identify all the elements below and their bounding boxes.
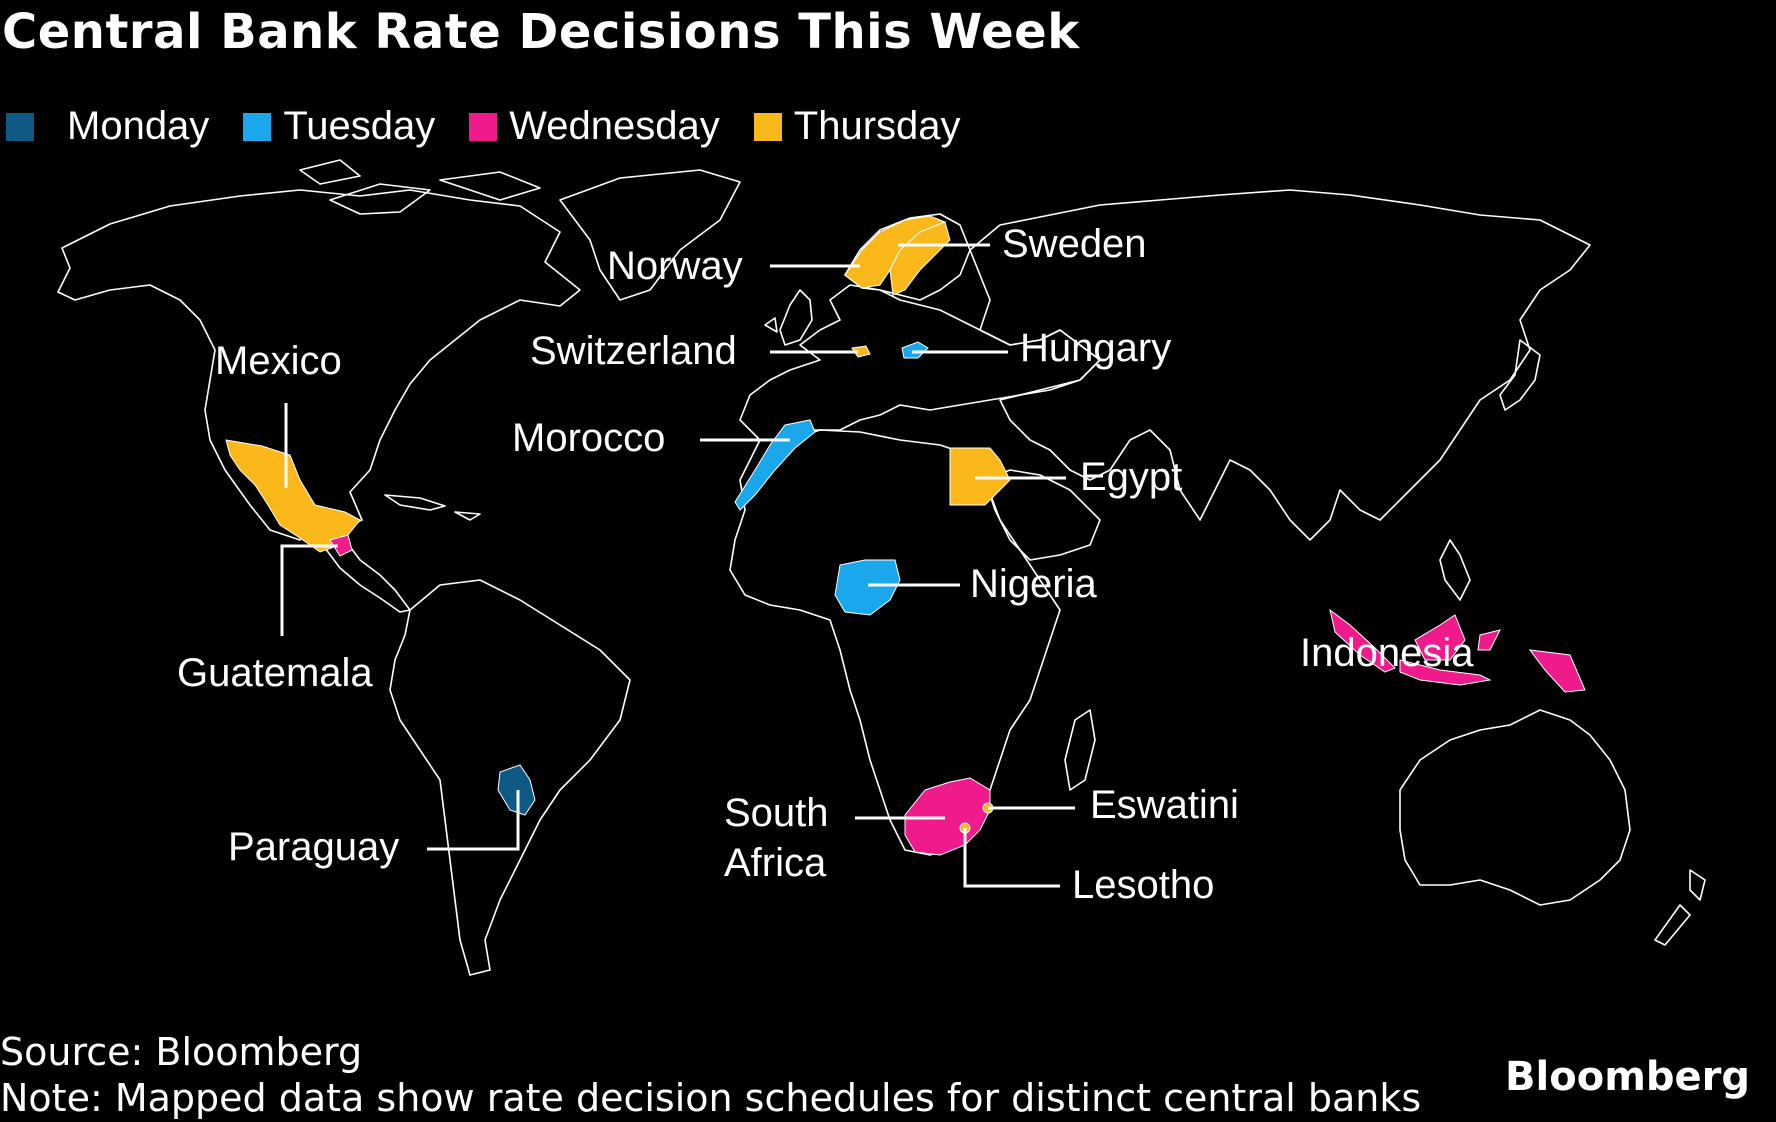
region-mexico bbox=[225, 439, 361, 553]
legend-item-wednesday: Wednesday bbox=[469, 104, 720, 149]
south-america-outline bbox=[389, 579, 631, 976]
bloomberg-logo: Bloomberg bbox=[1505, 1054, 1750, 1100]
label-egypt: Egypt bbox=[1080, 455, 1182, 499]
leader-paraguay bbox=[427, 790, 520, 851]
region-morocco bbox=[734, 419, 816, 511]
label-nigeria: Nigeria bbox=[970, 562, 1097, 606]
asia-outline bbox=[969, 189, 1591, 541]
region-switzerland bbox=[851, 345, 871, 358]
new-zealand-outline bbox=[1654, 869, 1706, 946]
central-america-outline bbox=[319, 514, 411, 613]
region-sweden bbox=[889, 221, 951, 296]
legend-label-monday: Monday bbox=[67, 104, 210, 148]
region-hungary bbox=[901, 341, 929, 359]
greenland-outline bbox=[559, 169, 741, 301]
label-switzerland: Switzerland bbox=[530, 329, 737, 373]
legend: Monday Tuesday Wednesday Thursday bbox=[6, 104, 995, 149]
legend-item-tuesday: Tuesday bbox=[243, 104, 435, 149]
footer-note: Note: Mapped data show rate decision sch… bbox=[0, 1076, 1422, 1120]
highlighted-countries bbox=[225, 215, 1586, 856]
label-hungary: Hungary bbox=[1020, 326, 1171, 370]
leader-lines bbox=[280, 243, 1075, 888]
label-morocco: Morocco bbox=[512, 416, 665, 460]
label-south-africa-line2: Africa bbox=[724, 841, 827, 885]
label-guatemala: Guatemala bbox=[177, 651, 373, 695]
philippines-outline bbox=[1439, 539, 1471, 601]
legend-item-thursday: Thursday bbox=[753, 104, 961, 149]
legend-label-wednesday: Wednesday bbox=[509, 104, 720, 148]
label-eswatini: Eswatini bbox=[1090, 783, 1239, 827]
north-america-outline bbox=[57, 189, 581, 541]
arctic-islands-outline bbox=[299, 159, 541, 215]
caribbean-outline bbox=[384, 494, 481, 521]
coastlines bbox=[57, 159, 1706, 976]
label-sweden: Sweden bbox=[1002, 222, 1147, 266]
label-indonesia: Indonesia bbox=[1300, 631, 1474, 675]
legend-swatch-thursday bbox=[753, 112, 782, 141]
region-south-africa bbox=[904, 777, 991, 856]
australia-outline bbox=[1399, 709, 1631, 906]
label-lesotho: Lesotho bbox=[1072, 863, 1214, 907]
label-paraguay: Paraguay bbox=[228, 825, 399, 869]
label-mexico: Mexico bbox=[215, 339, 342, 383]
region-guatemala bbox=[329, 534, 353, 557]
legend-item-monday: Monday bbox=[6, 104, 209, 149]
legend-swatch-monday bbox=[6, 112, 34, 141]
arabia-outline bbox=[984, 469, 1101, 561]
chart-title: Central Bank Rate Decisions This Week bbox=[2, 4, 1080, 60]
label-norway: Norway bbox=[607, 244, 743, 288]
leader-guatemala bbox=[280, 544, 338, 636]
legend-swatch-wednesday bbox=[469, 112, 498, 141]
madagascar-outline bbox=[1064, 709, 1096, 791]
label-south-africa-line1: South bbox=[724, 791, 829, 835]
leader-lesotho bbox=[963, 828, 1060, 888]
japan-outline bbox=[1499, 339, 1541, 411]
legend-label-tuesday: Tuesday bbox=[283, 104, 436, 148]
legend-label-thursday: Thursday bbox=[793, 104, 961, 148]
legend-swatch-tuesday bbox=[243, 112, 272, 141]
scandinavia-outline bbox=[844, 213, 971, 301]
uk-outline bbox=[764, 289, 813, 346]
country-labels: Norway Sweden Switzerland Hungary Mexico… bbox=[177, 222, 1474, 907]
footer-source: Source: Bloomberg bbox=[0, 1030, 363, 1074]
region-nigeria bbox=[834, 559, 901, 616]
region-indonesia bbox=[1329, 608, 1586, 693]
